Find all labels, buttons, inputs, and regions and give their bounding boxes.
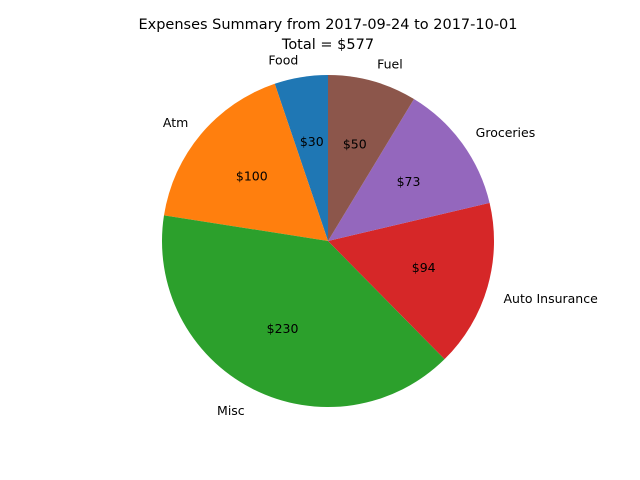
- pie-slice-food: [274, 75, 328, 241]
- pie-label-misc: Misc: [217, 403, 245, 418]
- pie-slice-atm: [163, 83, 328, 241]
- pie-value-groceries: $73: [397, 174, 421, 189]
- chart-title-main: Expenses Summary from 2017-09-24 to 2017…: [138, 17, 517, 33]
- pie-slice-auto-insurance: [328, 202, 495, 360]
- chart-title: Expenses Summary from 2017-09-24 to 2017…: [138, 17, 517, 53]
- pie-label-atm: Atm: [163, 115, 188, 130]
- pie-label-groceries: Groceries: [476, 125, 536, 140]
- pie-slice-misc: [161, 215, 445, 408]
- pie-label-food: Food: [268, 52, 298, 67]
- pie-value-food: $30: [300, 134, 324, 149]
- pie-label-fuel: Fuel: [377, 57, 403, 72]
- chart-title-total: Total = $577: [281, 37, 374, 53]
- pie-slice-fuel: [328, 75, 414, 241]
- pie-value-fuel: $50: [343, 137, 367, 152]
- pie-value-auto-insurance: $94: [412, 260, 436, 275]
- pie-value-atm: $100: [236, 168, 268, 183]
- pie-slices: [161, 75, 495, 408]
- pie-label-auto-insurance: Auto Insurance: [503, 291, 598, 306]
- pie-value-misc: $230: [267, 321, 299, 336]
- pie-category-labels: Food Atm Misc Auto Insurance Groceries Fuel: [163, 52, 598, 418]
- pie-value-labels: $30 $100 $230 $94 $73 $50: [236, 134, 436, 336]
- pie-slice-groceries: [328, 99, 490, 241]
